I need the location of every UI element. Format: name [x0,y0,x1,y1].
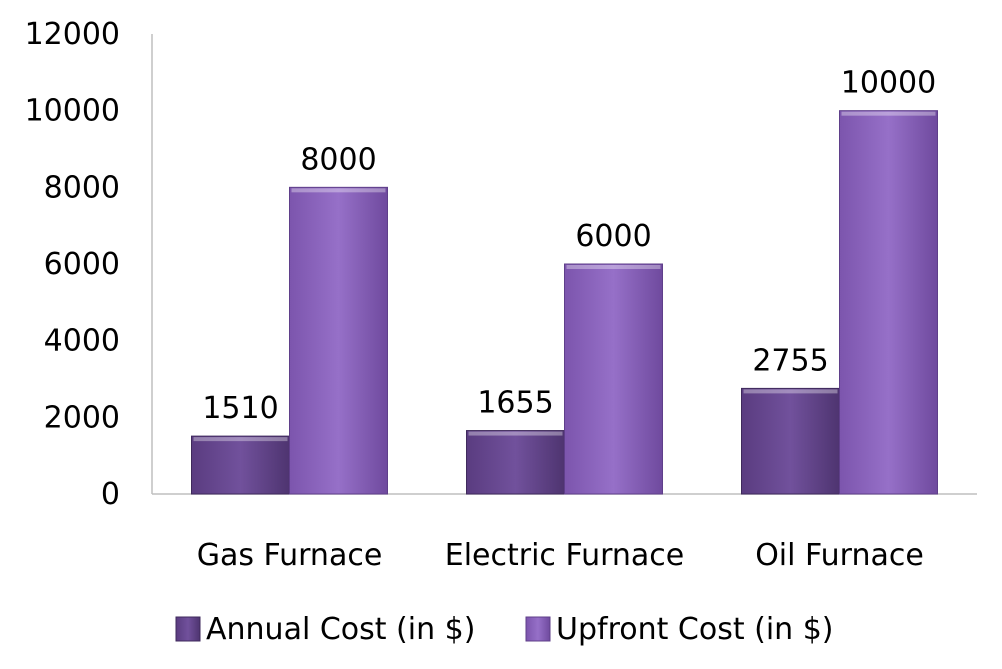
legend-item: Upfront Cost (in $) [525,612,834,647]
bars [191,110,938,495]
legend-swatch [525,616,551,642]
y-tick-label: 2000 [44,400,120,435]
bar-body [564,263,663,495]
x-category-label: Electric Furnace [445,538,685,573]
data-labels: 1510 8000 1655 6000 2755 10000 [202,66,936,426]
y-tick-label: 4000 [44,324,120,359]
bar-upfront-2 [839,110,938,495]
x-category-label: Gas Furnace [197,538,383,573]
bar-bevel [291,188,386,193]
data-label: 2755 [752,343,828,378]
bar-bevel [743,389,838,394]
bar-annual-0 [191,435,290,495]
y-tick-label: 8000 [44,170,120,205]
y-tick-label: 12000 [25,17,120,52]
y-tick-label: 10000 [25,94,120,129]
bar-body [839,110,938,495]
data-label: 1510 [202,391,278,426]
bar-body [191,435,290,495]
bar-annual-2 [741,387,840,495]
data-label: 6000 [575,219,651,254]
bar-bevel [468,431,563,436]
y-tick-label: 0 [101,477,120,512]
category-labels: Gas Furnace Electric Furnace Oil Furnace [197,538,924,573]
x-category-label: Oil Furnace [755,538,924,573]
y-tick-label: 6000 [44,247,120,282]
bar-annual-1 [466,430,565,495]
bar-bevel [566,265,661,269]
bar-body [466,430,565,495]
data-label: 10000 [841,66,936,101]
legend: Annual Cost (in $) Upfront Cost (in $) [175,612,834,647]
bar-upfront-1 [564,263,663,495]
bar-upfront-0 [289,186,388,495]
bar-body [741,387,840,495]
bar-body [289,186,388,495]
legend-item: Annual Cost (in $) [175,612,475,647]
data-label: 8000 [300,142,376,177]
y-axis-ticks: 0 2000 4000 6000 8000 10000 12000 [25,17,120,512]
legend-swatch [175,616,201,642]
legend-label: Upfront Cost (in $) [556,612,834,647]
bar-bevel [193,437,288,442]
data-label: 1655 [477,386,553,421]
bar-bevel [841,111,936,116]
legend-label: Annual Cost (in $) [206,612,475,647]
